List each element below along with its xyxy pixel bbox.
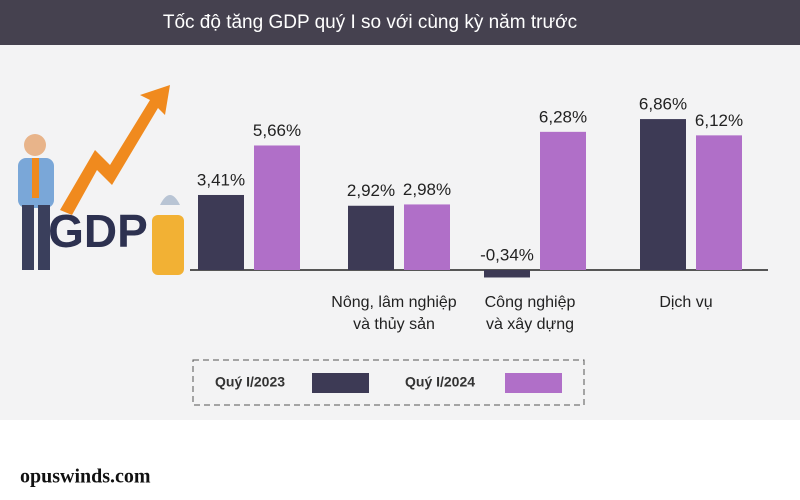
bar xyxy=(404,204,450,270)
title-bar xyxy=(0,0,800,45)
watermark: opuswinds.com xyxy=(20,466,151,488)
legend-label: Quý I/2023 xyxy=(215,374,285,390)
x-tick-label: Công nghiệp và xây dựng xyxy=(484,294,576,333)
value-label: -0,34% xyxy=(480,245,534,264)
value-label: 3,41% xyxy=(197,170,245,189)
bar xyxy=(348,205,394,270)
value-label: 2,92% xyxy=(347,181,395,200)
illustration: GDP xyxy=(18,85,184,275)
legend-swatch xyxy=(505,373,562,393)
value-label: 6,86% xyxy=(639,95,687,114)
illustration-text: GDP xyxy=(48,205,148,257)
value-label: 6,12% xyxy=(695,111,743,130)
value-label: 5,66% xyxy=(253,121,301,140)
value-label: 2,98% xyxy=(403,180,451,199)
chart-title: Tốc độ tăng GDP quý I so với cùng kỳ năm… xyxy=(163,12,577,33)
legend-box xyxy=(192,359,585,406)
bar xyxy=(484,270,530,278)
legend-swatch xyxy=(312,373,369,393)
value-label: 6,28% xyxy=(539,107,587,126)
x-tick-label: Dịch vụ xyxy=(659,294,713,311)
legend-label: Quý I/2024 xyxy=(405,374,475,390)
x-tick-label: Nông, lâm nghiệp và thủy sản xyxy=(331,294,457,333)
bar xyxy=(198,194,244,270)
bar xyxy=(540,131,586,270)
bar xyxy=(640,119,686,270)
bar xyxy=(254,145,300,270)
bar xyxy=(696,135,742,270)
